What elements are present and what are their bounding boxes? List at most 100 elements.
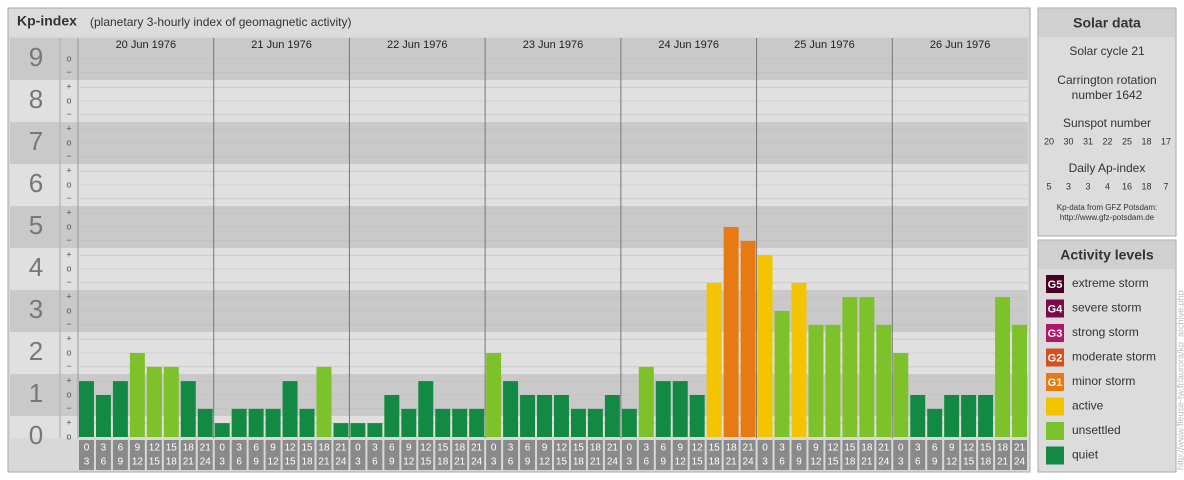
legend-swatch <box>1046 275 1064 293</box>
hour-label: 18 <box>997 443 1009 454</box>
hour-box <box>95 440 111 470</box>
legend-badge: G3 <box>1048 328 1063 340</box>
bar <box>180 381 196 437</box>
legend-swatch <box>1046 373 1064 391</box>
day-label: 25 Jun 1976 <box>794 39 855 51</box>
hour-label: 12 <box>692 443 704 454</box>
hour-box <box>367 440 383 470</box>
hour-label: 9 <box>525 457 531 468</box>
bar <box>350 423 366 437</box>
minor-tick-label: − <box>66 109 71 119</box>
hour-box <box>163 440 179 470</box>
hour-label: 18 <box>437 457 449 468</box>
hour-box <box>384 440 400 470</box>
hour-label: 0 <box>627 443 633 454</box>
hour-label: 15 <box>301 443 313 454</box>
minor-tick-label: − <box>66 151 71 161</box>
bar <box>672 381 688 437</box>
hour-label: 21 <box>607 443 619 454</box>
hour-label: 9 <box>677 443 683 454</box>
hour-label: 18 <box>726 443 738 454</box>
hour-label: 6 <box>372 457 378 468</box>
legend-label: minor storm <box>1072 374 1135 388</box>
day-label: 24 Jun 1976 <box>658 39 719 51</box>
hour-label: 9 <box>253 457 259 468</box>
minor-tick-label: o <box>66 347 71 357</box>
hour-box <box>180 440 196 470</box>
hour-label: 9 <box>949 443 955 454</box>
hour-label: 12 <box>132 457 144 468</box>
minor-tick-label: + <box>66 208 71 218</box>
bar <box>248 408 264 437</box>
hour-label: 24 <box>878 457 890 468</box>
hour-box <box>893 440 909 470</box>
y-tick-label: 2 <box>29 336 43 366</box>
minor-tick-label: + <box>66 82 71 92</box>
hour-label: 21 <box>183 457 195 468</box>
bar <box>774 311 790 437</box>
hour-label: 3 <box>219 457 225 468</box>
bar <box>265 408 281 437</box>
hour-label: 15 <box>437 443 449 454</box>
hour-box <box>689 440 705 470</box>
hour-box <box>672 440 688 470</box>
hour-label: 21 <box>454 457 466 468</box>
hour-label: 3 <box>236 443 242 454</box>
legend-swatch <box>1046 299 1064 318</box>
bar <box>163 366 179 437</box>
hour-label: 9 <box>135 443 141 454</box>
hour-label: 12 <box>810 457 822 468</box>
legend-badge: G2 <box>1048 352 1063 364</box>
hour-label: 12 <box>556 443 568 454</box>
hour-label: 12 <box>403 457 415 468</box>
day-label: 22 Jun 1976 <box>387 39 448 51</box>
band <box>10 416 1028 438</box>
hour-box <box>570 440 586 470</box>
hour-label: 12 <box>963 443 975 454</box>
chart-title: Kp-index <box>17 13 77 29</box>
hour-box <box>503 440 519 470</box>
y-tick-label: 5 <box>29 210 43 240</box>
hour-label: 15 <box>709 443 721 454</box>
solar-panel <box>1037 7 1177 237</box>
hour-box <box>978 440 994 470</box>
bar <box>587 408 603 437</box>
bar <box>604 395 620 437</box>
ap-value: 18 <box>1141 181 1151 191</box>
y-tick-label: 7 <box>29 126 43 156</box>
hour-label: 21 <box>471 443 483 454</box>
hour-label: 6 <box>236 457 242 468</box>
legend-label: strong storm <box>1072 325 1139 339</box>
bar <box>435 408 451 437</box>
hour-label: 15 <box>827 457 839 468</box>
hour-box <box>129 440 145 470</box>
bar <box>791 282 807 437</box>
hour-label: 12 <box>675 457 687 468</box>
hour-label: 15 <box>980 443 992 454</box>
sunspot-title: Sunspot number <box>1063 116 1151 130</box>
hour-label: 3 <box>762 457 768 468</box>
hour-label: 18 <box>166 457 178 468</box>
hour-box <box>418 440 434 470</box>
ap-value: 7 <box>1163 181 1168 191</box>
bar <box>520 395 536 437</box>
minor-tick-label: − <box>66 361 71 371</box>
minor-tick-label: + <box>66 376 71 386</box>
hour-label: 24 <box>743 457 755 468</box>
minor-tick-label: − <box>66 403 71 413</box>
hour-label: 0 <box>219 443 225 454</box>
hour-label: 24 <box>1014 457 1026 468</box>
bar <box>706 282 722 437</box>
legend-badge: G5 <box>1048 279 1063 291</box>
y-tick-label: 3 <box>29 294 43 324</box>
bar <box>333 423 349 437</box>
hour-label: 6 <box>389 443 395 454</box>
hour-label: 3 <box>779 443 785 454</box>
ap-value: 3 <box>1085 181 1090 191</box>
hour-label: 3 <box>372 443 378 454</box>
minor-tick-label: − <box>66 235 71 245</box>
bar <box>316 366 332 437</box>
minor-tick-label: o <box>66 179 71 189</box>
hour-label: 9 <box>660 457 666 468</box>
bar <box>740 240 756 437</box>
